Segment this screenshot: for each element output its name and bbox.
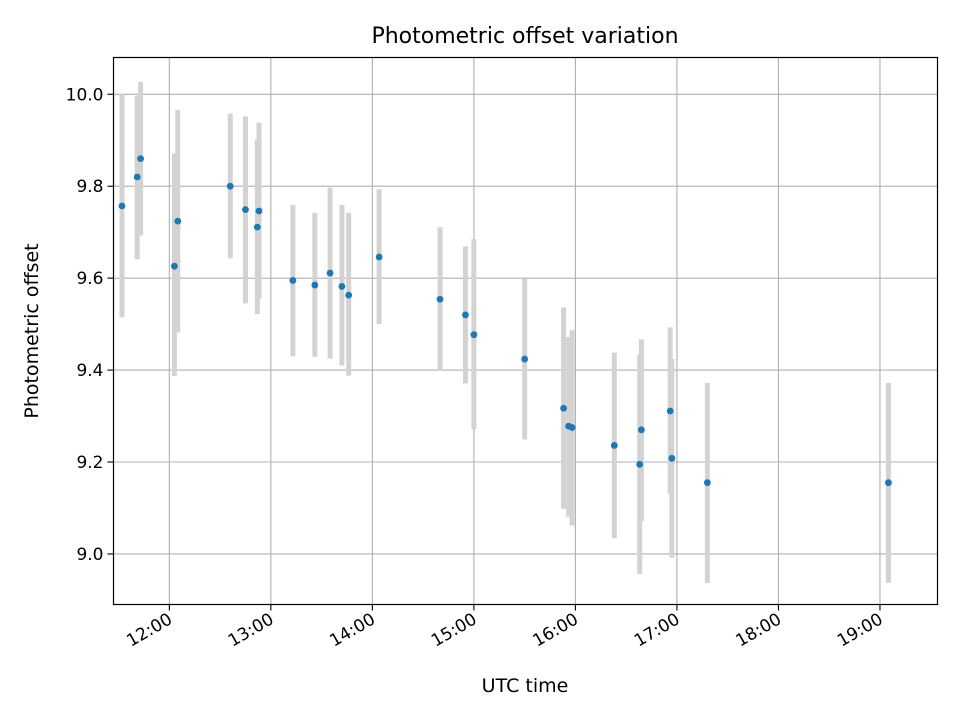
y-tick-label: 9.0 xyxy=(76,545,103,565)
data-point xyxy=(311,281,319,289)
data-point xyxy=(560,404,567,412)
data-point xyxy=(375,253,383,261)
chart-title: Photometric offset variation xyxy=(371,24,678,49)
data-point xyxy=(174,217,182,225)
y-tick-label: 9.6 xyxy=(76,269,103,289)
data-point xyxy=(521,355,529,363)
data-point xyxy=(638,426,645,434)
data-point xyxy=(666,407,674,415)
data-point xyxy=(885,479,892,487)
data-point xyxy=(470,331,478,339)
data-point xyxy=(338,283,346,290)
data-point xyxy=(255,207,263,215)
data-point xyxy=(568,424,576,431)
data-point xyxy=(636,460,644,468)
y-tick-label: 9.2 xyxy=(76,453,103,473)
plot-frame xyxy=(112,56,939,606)
x-axis-label: UTC time xyxy=(482,675,569,697)
y-tick-label: 9.4 xyxy=(76,361,103,381)
data-markers xyxy=(118,155,892,487)
y-tick-label: 9.8 xyxy=(76,177,103,197)
y-tick-label: 10.0 xyxy=(66,85,104,105)
data-point xyxy=(703,479,711,487)
data-point xyxy=(668,454,676,462)
data-point xyxy=(118,202,126,210)
grid xyxy=(113,57,938,605)
data-point xyxy=(326,269,334,277)
y-axis-label: Photometric offset xyxy=(21,243,43,418)
data-point xyxy=(133,173,141,181)
data-point xyxy=(171,262,178,270)
data-point xyxy=(137,155,144,163)
data-point xyxy=(345,291,353,299)
data-point xyxy=(289,277,297,284)
data-point xyxy=(253,223,261,231)
data-point xyxy=(462,311,469,319)
data-point xyxy=(610,442,618,449)
data-point xyxy=(226,182,234,190)
y-axis-ticks: 9.0 9.2 9.4 9.6 9.8 10.0 xyxy=(66,85,114,565)
data-point xyxy=(436,295,444,303)
data-point xyxy=(242,206,249,214)
